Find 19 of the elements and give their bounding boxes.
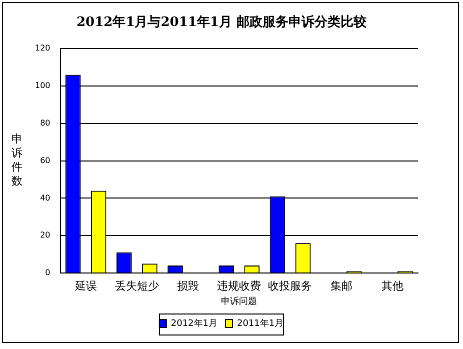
x-tick-label: 违规收费 [217, 279, 262, 292]
y-tick-label: 0 [45, 268, 50, 278]
y-tick-label: 40 [40, 193, 50, 202]
y-tick-label: 20 [40, 230, 50, 240]
x-tick-label: 延误 [74, 279, 97, 292]
x-tick-label: 其他 [381, 279, 404, 292]
x-tick-label: 集邮 [330, 279, 352, 292]
y-tick-label: 100 [34, 81, 50, 90]
x-axis-title: 申诉问题 [221, 296, 258, 307]
y-tick-label: 60 [40, 156, 50, 165]
y-axis-title: 申诉件数 [12, 132, 22, 188]
x-tick-label: 收投服务 [268, 279, 312, 292]
chart-title: 2012年1月与2011年1月 邮政服务申诉分类比较 [76, 14, 368, 30]
x-tick-label: 损毁 [177, 279, 200, 292]
y-tick-label: 120 [34, 44, 50, 53]
y-tick-label: 80 [40, 118, 50, 128]
legend-label: 2011年1月 [237, 318, 284, 329]
x-tick-label: 丢失短少 [114, 279, 159, 292]
legend-label: 2012年1月 [170, 318, 218, 329]
